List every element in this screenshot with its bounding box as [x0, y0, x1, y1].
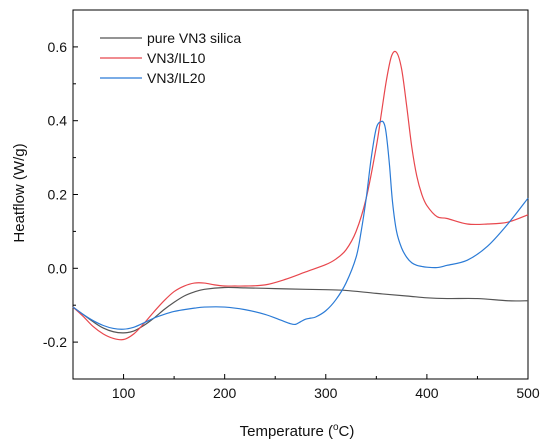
y-tick-label: 0.4 — [48, 113, 68, 129]
y-tick-label: 0.0 — [48, 260, 68, 276]
series-line-pure-vn3-silica — [72, 286, 529, 334]
series-line-vn3-il20 — [72, 120, 529, 330]
x-axis-title-superscript: o — [333, 422, 339, 433]
series-lines — [72, 50, 529, 341]
y-axis-title: Heatflow (W/g) — [11, 143, 28, 242]
series-line-vn3-il10 — [72, 50, 529, 341]
x-tick-label: 300 — [314, 385, 338, 401]
x-axis-title: Temperature (oC) — [240, 422, 355, 440]
x-tick-label: 100 — [112, 385, 136, 401]
legend-label-vn3-il20: VN3/IL20 — [147, 70, 206, 86]
legend-label-vn3-il10: VN3/IL10 — [147, 50, 206, 66]
x-axis-title-main: Temperature ( — [240, 423, 333, 440]
legend-label-pure-vn3-silica: pure VN3 silica — [147, 30, 241, 46]
x-tick-label: 500 — [516, 385, 540, 401]
x-axis-ticks: 100 200 300 400 500 — [72, 374, 540, 401]
y-tick-label: 0.2 — [48, 187, 68, 203]
y-tick-label: 0.6 — [48, 39, 68, 55]
y-axis-ticks: -0.2 0.0 0.2 0.4 0.6 — [43, 9, 78, 380]
y-tick-label: -0.2 — [43, 334, 67, 350]
x-tick-label: 200 — [213, 385, 237, 401]
x-axis-title-end: C) — [339, 423, 355, 440]
x-tick-label: 400 — [415, 385, 439, 401]
legend: pure VN3 silica VN3/IL10 VN3/IL20 — [100, 30, 241, 86]
